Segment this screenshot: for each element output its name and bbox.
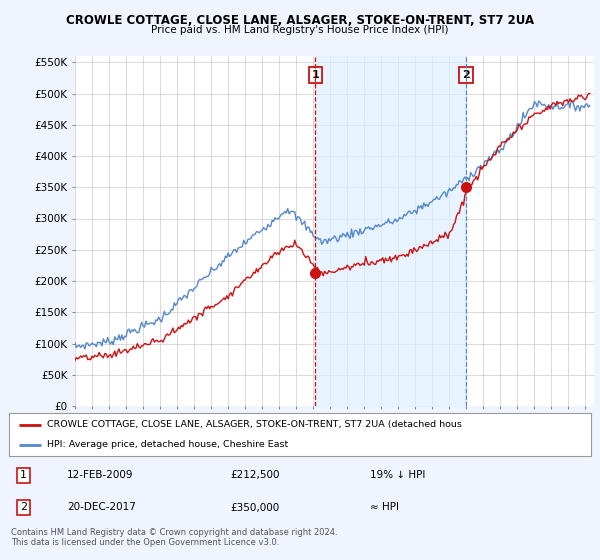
Text: CROWLE COTTAGE, CLOSE LANE, ALSAGER, STOKE-ON-TRENT, ST7 2UA (detached hous: CROWLE COTTAGE, CLOSE LANE, ALSAGER, STO…	[47, 420, 462, 429]
Text: 2: 2	[20, 502, 27, 512]
Text: 1: 1	[311, 70, 319, 80]
Text: 2: 2	[462, 70, 470, 80]
Text: 12-FEB-2009: 12-FEB-2009	[67, 470, 134, 480]
Text: 19% ↓ HPI: 19% ↓ HPI	[370, 470, 425, 480]
Text: 20-DEC-2017: 20-DEC-2017	[67, 502, 136, 512]
Text: HPI: Average price, detached house, Cheshire East: HPI: Average price, detached house, Ches…	[47, 440, 288, 449]
Text: ≈ HPI: ≈ HPI	[370, 502, 399, 512]
Text: £212,500: £212,500	[230, 470, 280, 480]
Text: Contains HM Land Registry data © Crown copyright and database right 2024.
This d: Contains HM Land Registry data © Crown c…	[11, 528, 337, 547]
Text: £350,000: £350,000	[230, 502, 280, 512]
Text: Price paid vs. HM Land Registry's House Price Index (HPI): Price paid vs. HM Land Registry's House …	[151, 25, 449, 35]
Text: CROWLE COTTAGE, CLOSE LANE, ALSAGER, STOKE-ON-TRENT, ST7 2UA: CROWLE COTTAGE, CLOSE LANE, ALSAGER, STO…	[66, 14, 534, 27]
Text: 1: 1	[20, 470, 27, 480]
